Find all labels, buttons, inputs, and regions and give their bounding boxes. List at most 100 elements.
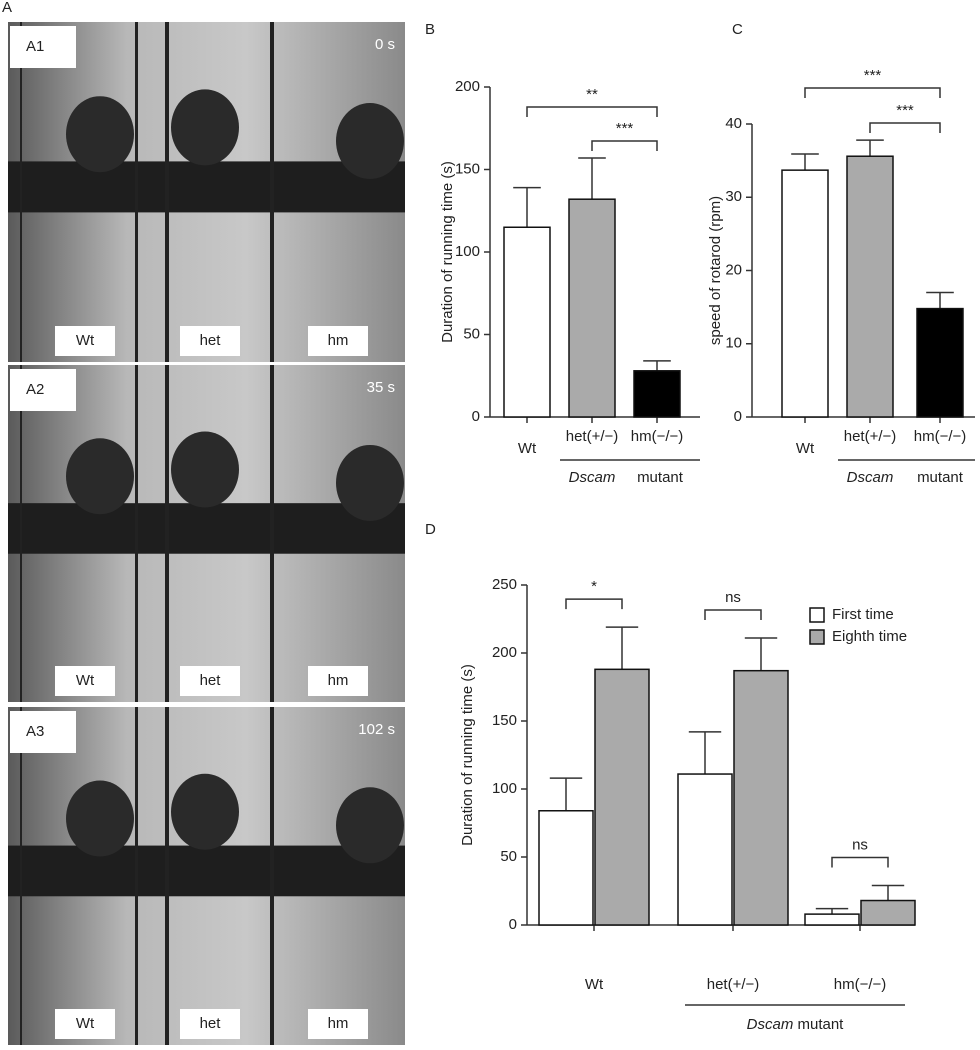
x-tick-label: Wt [796, 440, 815, 457]
mouse [171, 773, 239, 850]
photo-time: 35 s [367, 379, 395, 396]
label-box [55, 1009, 115, 1039]
error-bar [926, 291, 954, 309]
wheel-rim [270, 365, 274, 702]
mouse [171, 89, 239, 166]
y-tick-label: 200 [455, 78, 480, 95]
y-tick-label: 30 [725, 188, 742, 205]
significance-label: *** [616, 120, 634, 137]
wheel-rim [165, 22, 169, 362]
group-label-italic: Dscam [747, 1016, 794, 1033]
error-bar [856, 139, 884, 157]
panel-label: D [425, 521, 436, 538]
y-tick-label: 0 [509, 916, 517, 933]
photo-time: 0 s [375, 36, 395, 53]
wheel-rim [135, 365, 138, 702]
significance-label: ** [586, 86, 598, 103]
wheel-rim [135, 707, 138, 1045]
mouse-label: Wt [76, 1015, 95, 1032]
wheel-rim [135, 22, 138, 362]
group-label: mutant [637, 469, 684, 486]
y-tick-label: 50 [463, 325, 480, 342]
label-box [10, 369, 76, 411]
group-label-italic: Dscam [569, 469, 616, 486]
bar [781, 169, 829, 418]
beam [8, 503, 405, 554]
mouse-label: het [200, 1015, 222, 1032]
x-tick-label: hm(−/−) [631, 428, 684, 445]
bar [677, 773, 733, 926]
significance-bracket [565, 598, 623, 610]
y-tick-label: 150 [492, 712, 517, 729]
significance-label: ns [852, 837, 868, 854]
mouse-label: Wt [76, 672, 95, 689]
label-box [180, 666, 240, 696]
mouse-label: hm [328, 672, 349, 689]
significance-bracket [704, 609, 762, 621]
y-axis-label: Duration of running time (s) [439, 161, 456, 343]
significance-bracket [869, 122, 941, 133]
photo-time: 102 s [358, 721, 395, 738]
y-tick-label: 100 [455, 243, 480, 260]
photo: A1 0 s Wt het hm [8, 22, 405, 362]
photo-label: A2 [26, 381, 44, 398]
legend-swatch [809, 629, 825, 645]
y-tick-label: 0 [734, 408, 742, 425]
mouse [66, 780, 134, 857]
significance-label: *** [896, 102, 914, 119]
error-bar [871, 884, 905, 901]
photo-label: A3 [26, 723, 44, 740]
significance-bracket [591, 140, 658, 151]
wheel-rim [165, 707, 169, 1045]
bar [733, 669, 789, 926]
bar [633, 370, 681, 418]
mouse [171, 431, 239, 508]
error-bar [744, 637, 778, 671]
y-tick-label: 250 [492, 576, 517, 593]
x-tick-label: hm(−/−) [914, 428, 967, 445]
label-box [55, 666, 115, 696]
label-box [180, 1009, 240, 1039]
x-tick-label: Wt [585, 976, 604, 993]
error-bar [688, 731, 722, 775]
x-tick-label: het(+/−) [566, 428, 619, 445]
mouse-label: het [200, 332, 222, 349]
y-tick-label: 20 [725, 261, 742, 278]
mouse [336, 787, 404, 864]
mouse-label: hm [328, 332, 349, 349]
bar [538, 810, 594, 926]
wheel-rim [165, 365, 169, 702]
bar [916, 307, 964, 418]
beam [8, 845, 405, 897]
x-tick-label: hm(−/−) [834, 976, 887, 993]
error-bar [791, 153, 819, 171]
wheel-rim [270, 707, 274, 1045]
y-tick-label: 150 [455, 160, 480, 177]
mouse [66, 96, 134, 173]
error-bar [643, 360, 671, 371]
panel-label: C [732, 21, 743, 38]
mouse [336, 103, 404, 179]
photo: A2 35 s Wt het hm [8, 365, 405, 702]
group-label: mutant [917, 469, 964, 486]
photo-label: A1 [26, 38, 44, 55]
y-tick-label: 200 [492, 644, 517, 661]
mouse-label: hm [328, 1015, 349, 1032]
panel-label: A [2, 0, 12, 16]
y-axis-label: Duration of running time (s) [459, 664, 476, 846]
beam [8, 161, 405, 213]
x-tick-label: het(+/−) [707, 976, 760, 993]
wheel-rim [20, 22, 22, 362]
label-box [55, 326, 115, 356]
error-bar [549, 777, 583, 811]
bar [804, 913, 860, 926]
label-box [308, 1009, 368, 1039]
y-tick-label: 10 [725, 335, 742, 352]
mouse [336, 444, 404, 521]
significance-bracket [526, 106, 658, 117]
significance-bracket [804, 87, 941, 98]
panel-label: B [425, 21, 435, 38]
label-box [308, 666, 368, 696]
y-tick-label: 40 [725, 115, 742, 132]
wheel-rim [20, 365, 22, 702]
